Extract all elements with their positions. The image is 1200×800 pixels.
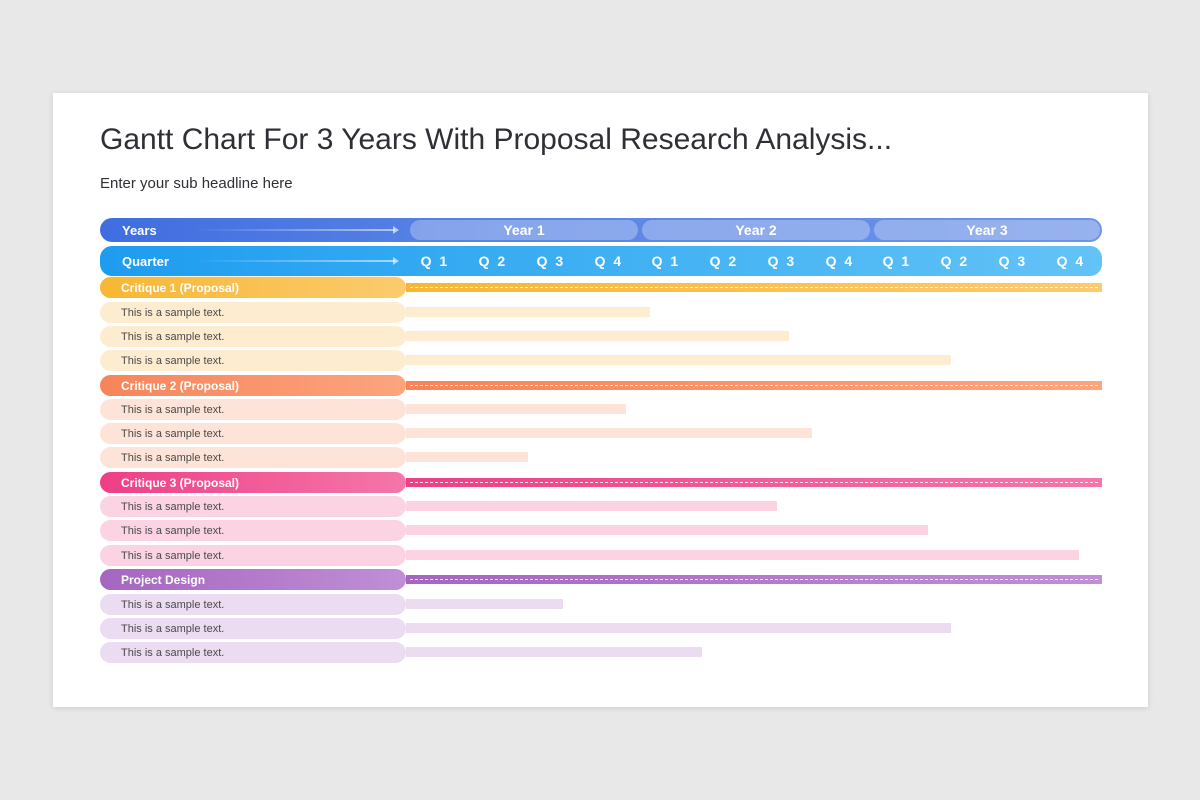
task-label: This is a sample text. xyxy=(100,618,406,639)
task-label: This is a sample text. xyxy=(100,326,406,347)
task-bar xyxy=(406,428,812,438)
quarter-header-label: Quarter xyxy=(122,253,169,269)
year-cell-3: Year 3 xyxy=(874,220,1100,240)
task-bar xyxy=(406,331,789,341)
group-bar-critique-3 xyxy=(406,478,1102,487)
task-bar xyxy=(406,599,563,609)
gantt-chart: Years Year 1 Year 2 Year 3 Quarter Q 1 Q… xyxy=(53,93,1148,707)
years-header-row: Years Year 1 Year 2 Year 3 xyxy=(100,218,1102,242)
quarter-cell: Q 2 xyxy=(940,253,970,269)
page-title: Gantt Chart For 3 Years With Proposal Re… xyxy=(100,123,893,156)
task-label: This is a sample text. xyxy=(100,350,406,371)
group-bar-critique-2 xyxy=(406,381,1102,390)
task-label: This is a sample text. xyxy=(100,594,406,615)
task-label: This is a sample text. xyxy=(100,642,406,663)
task-bar xyxy=(406,355,951,365)
task-label: This is a sample text. xyxy=(100,520,406,541)
task-label: This is a sample text. xyxy=(100,399,406,420)
year-cell-2: Year 2 xyxy=(642,220,870,240)
page-subtitle: Enter your sub headline here xyxy=(100,175,293,192)
quarter-arrow-icon xyxy=(195,257,399,265)
task-bar xyxy=(406,550,1079,560)
quarter-cell: Q 3 xyxy=(536,253,566,269)
quarter-cell: Q 2 xyxy=(709,253,739,269)
group-label-critique-3: Critique 3 (Proposal) xyxy=(100,472,406,493)
quarter-cell: Q 4 xyxy=(594,253,624,269)
group-label-project-design: Project Design xyxy=(100,569,406,590)
task-bar xyxy=(406,623,951,633)
quarter-cell: Q 3 xyxy=(767,253,797,269)
quarter-cell: Q 4 xyxy=(825,253,855,269)
quarter-cell: Q 1 xyxy=(651,253,681,269)
group-label-critique-1: Critique 1 (Proposal) xyxy=(100,277,406,298)
task-bar xyxy=(406,452,528,462)
quarter-cell: Q 1 xyxy=(882,253,912,269)
quarter-header-row: Quarter Q 1 Q 2 Q 3 Q 4 Q 1 Q 2 Q 3 Q 4 … xyxy=(100,246,1102,276)
quarter-cell: Q 3 xyxy=(998,253,1028,269)
quarter-cell: Q 2 xyxy=(478,253,508,269)
task-bar xyxy=(406,404,626,414)
years-header-label: Years xyxy=(122,222,157,238)
task-label: This is a sample text. xyxy=(100,447,406,468)
year-cell-1: Year 1 xyxy=(410,220,638,240)
task-label: This is a sample text. xyxy=(100,423,406,444)
task-bar xyxy=(406,307,650,317)
years-arrow-icon xyxy=(195,226,399,234)
group-bar-project-design xyxy=(406,575,1102,584)
task-bar xyxy=(406,501,777,511)
group-label-critique-2: Critique 2 (Proposal) xyxy=(100,375,406,396)
task-label: This is a sample text. xyxy=(100,496,406,517)
group-bar-critique-1 xyxy=(406,283,1102,292)
task-label: This is a sample text. xyxy=(100,545,406,566)
task-label: This is a sample text. xyxy=(100,302,406,323)
slide: Gantt Chart For 3 Years With Proposal Re… xyxy=(53,93,1148,707)
quarter-cell: Q 4 xyxy=(1056,253,1086,269)
quarter-cell: Q 1 xyxy=(420,253,450,269)
task-bar xyxy=(406,525,928,535)
task-bar xyxy=(406,647,702,657)
